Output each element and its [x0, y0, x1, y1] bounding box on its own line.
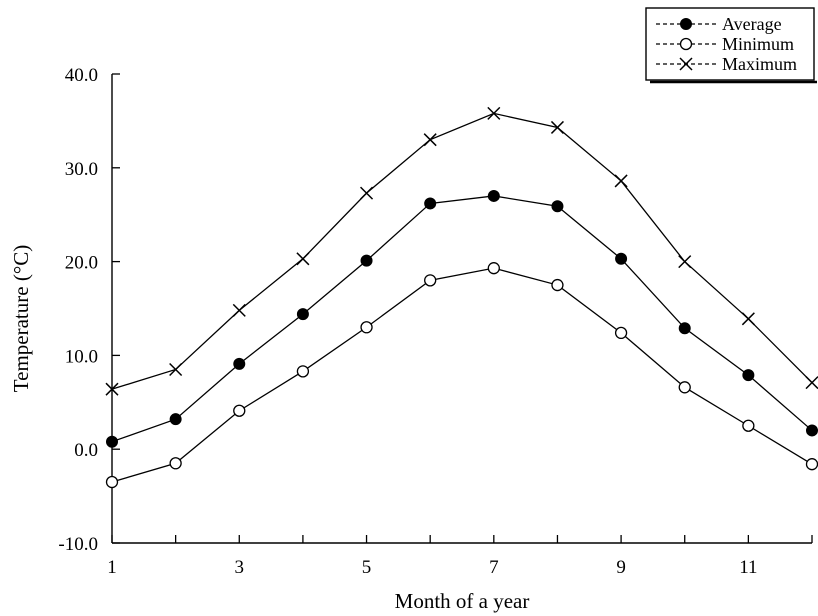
data-point-minimum	[614, 326, 628, 340]
data-point-average	[487, 189, 500, 202]
data-point-maximum	[232, 303, 246, 317]
legend-label-average: Average	[722, 14, 782, 34]
axes	[111, 74, 812, 544]
series-minimum	[105, 262, 818, 489]
data-point-maximum	[614, 174, 628, 188]
data-point-minimum	[233, 404, 246, 417]
data-point-maximum	[105, 382, 119, 396]
legend-label-maximum: Maximum	[722, 54, 797, 74]
x-tick-label: 7	[489, 557, 499, 578]
data-point-maximum	[360, 186, 374, 200]
data-point-minimum	[360, 321, 373, 334]
data-point-minimum	[487, 262, 500, 275]
y-tick-label: 20.0	[65, 253, 98, 274]
data-point-average	[106, 435, 118, 448]
data-point-maximum	[296, 252, 310, 266]
legend-item-average: Average	[656, 14, 782, 34]
legend-marker-minimum	[679, 37, 693, 51]
data-point-maximum	[169, 362, 183, 377]
data-point-maximum	[550, 120, 564, 134]
data-point-maximum	[805, 376, 818, 390]
x-tick-label: 5	[362, 557, 372, 578]
data-point-minimum	[551, 278, 564, 292]
data-point-average	[742, 369, 755, 382]
x-tick-label: 9	[616, 557, 626, 578]
data-point-maximum	[423, 133, 437, 147]
series-minimum-line	[111, 267, 813, 483]
y-tick-label: -10.0	[58, 534, 98, 555]
x-tick-label: 3	[235, 557, 245, 578]
data-point-average	[360, 254, 373, 267]
data-point-maximum	[678, 255, 692, 269]
data-point-minimum	[805, 458, 818, 471]
series-maximum	[105, 106, 818, 396]
series-maximum-line	[111, 112, 813, 390]
y-axis-title: Temperature (°C)	[9, 245, 33, 392]
data-point-average	[233, 357, 246, 370]
legend-marker-average	[680, 18, 692, 30]
data-point-average	[296, 308, 309, 321]
x-axis-title: Month of a year	[395, 589, 530, 613]
data-point-minimum	[169, 457, 182, 470]
legend-marker-maximum	[679, 57, 693, 71]
x-tick-label: 11	[739, 557, 757, 578]
data-point-minimum	[296, 365, 310, 378]
data-point-minimum	[678, 381, 691, 394]
data-point-average	[169, 413, 182, 426]
data-point-maximum	[741, 312, 755, 326]
y-tick-label: 10.0	[65, 346, 98, 367]
data-point-minimum	[742, 419, 755, 432]
series-group	[105, 106, 818, 489]
legend-label-minimum: Minimum	[722, 34, 794, 54]
tick-labels: -10.0 0.0 10.0 20.0 30.0 40.0 1 3 5 7 9 11	[58, 65, 757, 578]
tick-marks	[111, 73, 813, 544]
series-average-line	[111, 195, 813, 443]
data-point-average	[615, 252, 628, 265]
y-tick-label: 40.0	[65, 65, 98, 86]
series-average	[106, 189, 818, 448]
data-point-minimum	[424, 274, 437, 287]
data-point-average	[678, 322, 691, 335]
data-point-average	[424, 197, 437, 210]
data-point-average	[551, 200, 564, 213]
x-tick-label: 1	[107, 557, 117, 578]
legend-item-minimum: Minimum	[656, 34, 794, 54]
y-tick-label: 0.0	[74, 440, 98, 461]
legend-item-maximum: Maximum	[656, 54, 797, 74]
data-point-average	[806, 424, 818, 437]
data-point-maximum	[487, 106, 501, 120]
y-tick-label: 30.0	[65, 159, 98, 180]
data-point-minimum	[105, 475, 119, 489]
